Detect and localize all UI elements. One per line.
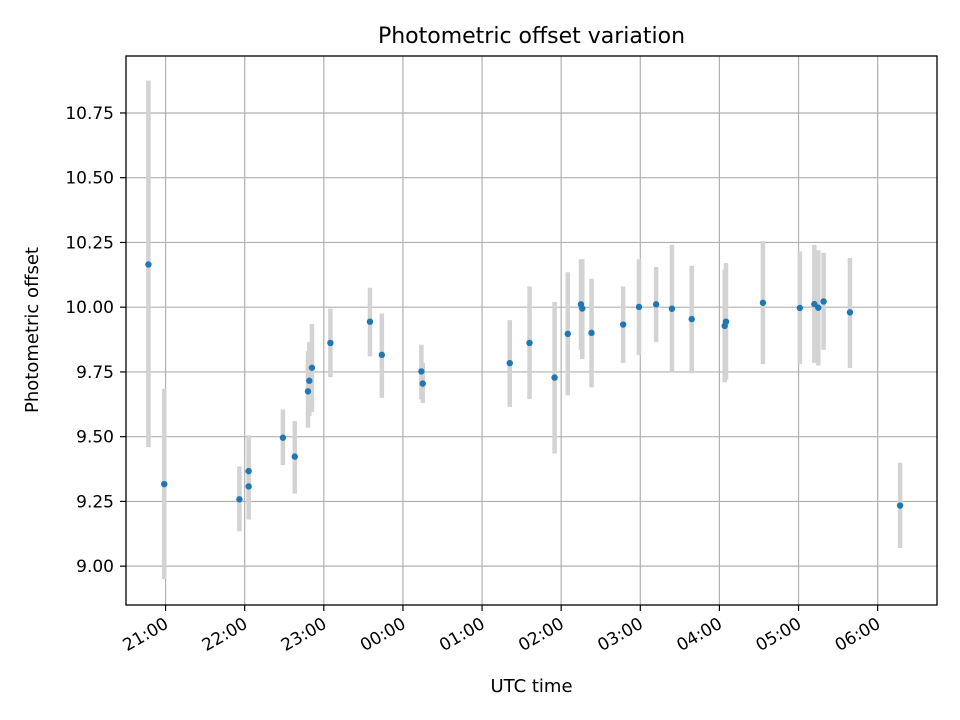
- y-tick-label: 9.25: [76, 492, 114, 512]
- data-point: [688, 315, 695, 323]
- x-axis-label: UTC time: [490, 676, 572, 697]
- x-tick-label: 04:00: [673, 614, 725, 656]
- data-point: [722, 318, 730, 325]
- data-point: [378, 351, 386, 359]
- data-point: [619, 321, 627, 328]
- y-tick-label: 9.50: [76, 428, 114, 448]
- data-point: [245, 467, 252, 475]
- data-point: [759, 299, 767, 306]
- y-tick-label: 9.75: [76, 363, 114, 383]
- y-axis-label: Photometric offset: [22, 247, 43, 413]
- data-point: [145, 261, 152, 268]
- data-point: [245, 483, 252, 490]
- data-point: [236, 496, 243, 503]
- chart-title: Photometric offset variation: [378, 24, 685, 49]
- data-point: [526, 339, 533, 347]
- y-tick-label: 10.00: [65, 298, 114, 318]
- errorbar-layer: [146, 80, 903, 580]
- x-tick-label: 22:00: [199, 614, 251, 656]
- data-point: [896, 502, 904, 509]
- data-point: [506, 359, 513, 367]
- data-point: [815, 304, 822, 311]
- y-tick-label: 9.00: [76, 557, 114, 577]
- data-point: [279, 434, 287, 441]
- data-point: [419, 380, 426, 387]
- data-point: [308, 364, 316, 371]
- data-point: [668, 305, 676, 312]
- x-tick-label: 23:00: [278, 614, 330, 656]
- x-tick-label: 05:00: [753, 614, 805, 656]
- data-point: [652, 301, 660, 308]
- data-point: [588, 329, 595, 337]
- data-point: [551, 374, 558, 381]
- x-tick-label: 00:00: [357, 614, 409, 656]
- y-tick-label: 10.50: [65, 169, 114, 189]
- data-point: [564, 330, 571, 338]
- data-point: [418, 368, 425, 375]
- data-point: [291, 453, 298, 460]
- data-point: [635, 303, 643, 311]
- data-point: [161, 480, 168, 488]
- data-point: [796, 304, 804, 312]
- data-point: [304, 388, 312, 395]
- data-point: [327, 339, 334, 347]
- x-tick-label: 21:00: [120, 614, 172, 656]
- y-tick-label: 10.25: [65, 233, 114, 253]
- data-point: [366, 318, 374, 325]
- y-tick-label: 10.75: [65, 104, 114, 124]
- plot-frame: [125, 55, 938, 606]
- data-point: [306, 377, 313, 384]
- tick-layer: 21:00 22:00 23:00 00:00 01:00 02:00 03:00 04:00…: [65, 104, 884, 656]
- x-tick-label: 06:00: [832, 614, 884, 656]
- data-point: [579, 305, 586, 312]
- x-tick-label: 01:00: [436, 614, 488, 656]
- data-point: [820, 298, 827, 305]
- data-point: [846, 309, 854, 316]
- x-tick-label: 02:00: [515, 614, 567, 656]
- x-tick-label: 03:00: [594, 614, 646, 656]
- point-layer: [145, 261, 904, 509]
